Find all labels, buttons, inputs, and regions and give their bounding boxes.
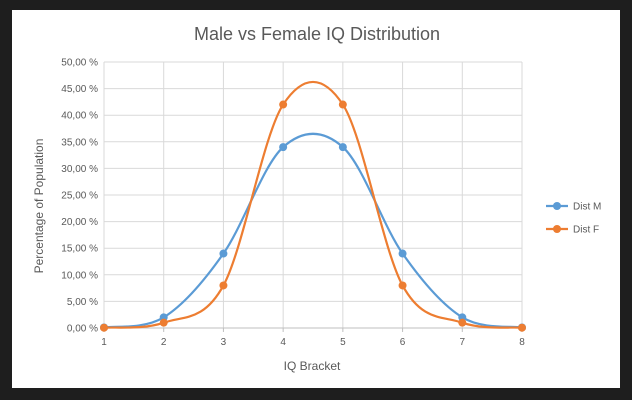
x-tick-label: 1 (101, 337, 107, 348)
data-point (159, 318, 168, 327)
series-line (103, 132, 523, 329)
y-tick-label: 35,00 % (61, 137, 98, 148)
x-tick-label: 5 (340, 337, 346, 348)
y-tick-label: 15,00 % (61, 244, 98, 255)
y-tick-label: 25,00 % (61, 191, 98, 202)
x-tick-label: 4 (280, 337, 286, 348)
data-point (518, 323, 526, 332)
legend-swatch-marker (553, 225, 561, 233)
y-tick-label: 30,00 % (61, 164, 98, 175)
grid-lines (103, 61, 523, 329)
x-tick-label: 8 (519, 337, 525, 348)
data-point (338, 143, 347, 152)
y-tick-label: 10,00 % (61, 270, 98, 281)
y-tick-label: 0,00 % (67, 324, 98, 335)
x-tick-label: 2 (161, 337, 167, 348)
x-axis-title: IQ Bracket (284, 359, 341, 373)
series-layer (100, 80, 526, 332)
x-tick-label: 3 (221, 337, 227, 348)
y-axis-title: Percentage of Population (32, 139, 46, 274)
y-tick-label: 50,00 % (61, 58, 98, 69)
series-line (103, 80, 523, 329)
x-tick-label: 7 (460, 337, 466, 348)
legend-item: Dist F (546, 225, 599, 236)
data-point (219, 249, 228, 258)
chart-area: 0,00 % 5,00 % 10,00 % 15,00 % 20,00 % 25,00 %… (12, 10, 620, 388)
series-dist-f (100, 80, 526, 332)
data-point (219, 281, 228, 290)
y-tick-label: 40,00 % (61, 111, 98, 122)
data-point (279, 100, 288, 109)
chart-svg: 0,00 % 5,00 % 10,00 % 15,00 % 20,00 % 25,00 %… (32, 24, 601, 373)
y-tick-label: 20,00 % (61, 217, 98, 228)
data-point (279, 143, 288, 152)
chart-title: Male vs Female IQ Distribution (194, 24, 440, 44)
legend: Dist M Dist F (546, 202, 601, 236)
legend-swatch-marker (553, 202, 561, 210)
legend-label: Dist F (573, 225, 599, 236)
y-tick-label: 5,00 % (67, 297, 98, 308)
data-point (100, 323, 108, 332)
data-point (458, 318, 467, 327)
legend-item: Dist M (546, 202, 601, 213)
legend-label: Dist M (573, 202, 601, 213)
axes: 0,00 % 5,00 % 10,00 % 15,00 % 20,00 % 25,00 %… (61, 58, 525, 349)
data-point (398, 281, 407, 290)
y-tick-label: 45,00 % (61, 84, 98, 95)
data-point (338, 100, 347, 109)
x-tick-label: 6 (400, 337, 406, 348)
data-point (398, 249, 407, 258)
